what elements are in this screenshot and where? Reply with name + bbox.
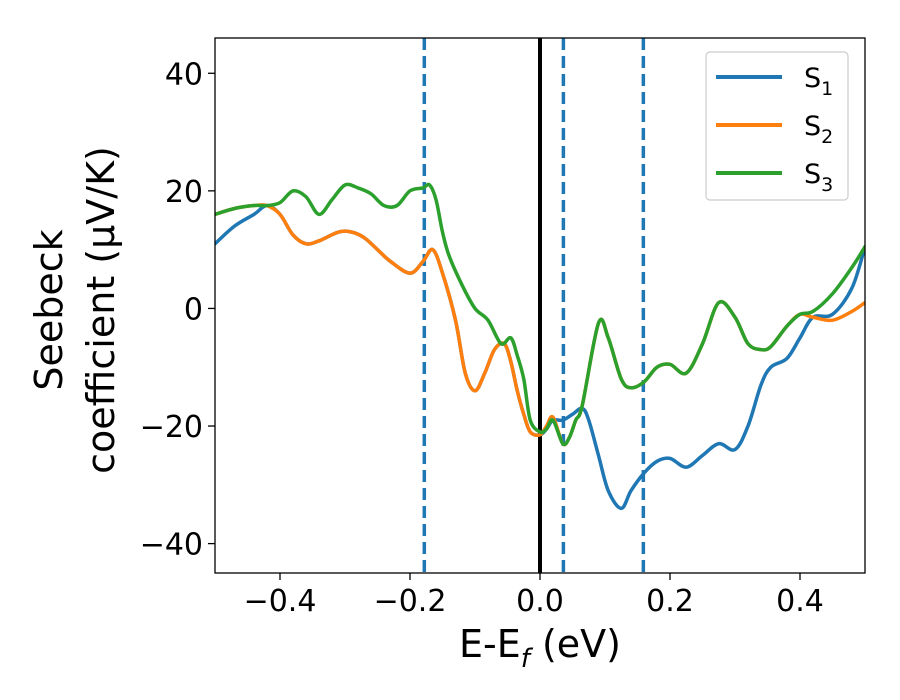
x-tick-label: 0.0 bbox=[516, 584, 564, 619]
legend-label-s1: S1 bbox=[804, 63, 833, 100]
x-axis-label: E-Ef (eV) bbox=[459, 622, 621, 674]
y-tick-label: −40 bbox=[140, 528, 203, 563]
x-axis-label-main: E-E bbox=[459, 622, 521, 666]
y-tick-label: −20 bbox=[140, 410, 203, 445]
series-lines bbox=[215, 182, 865, 511]
x-tick-label: 0.4 bbox=[776, 584, 824, 619]
legend-label-s2: S2 bbox=[804, 111, 833, 148]
x-axis-label-tail: (eV) bbox=[530, 622, 621, 666]
x-tick-label: 0.2 bbox=[646, 584, 694, 619]
y-tick-label: 40 bbox=[165, 57, 203, 92]
legend: S1 S2 S3 bbox=[705, 51, 849, 201]
series-line-s3 bbox=[215, 182, 865, 447]
reference-lines bbox=[422, 38, 646, 573]
y-tick-label: 0 bbox=[184, 292, 203, 327]
x-tick-label: −0.4 bbox=[244, 584, 317, 619]
legend-label-s3: S3 bbox=[804, 159, 833, 196]
y-axis-ticks: −40 −20 0 20 40 bbox=[140, 57, 215, 563]
y-axis-label: Seebeck coefficient (μV/K) bbox=[27, 146, 123, 474]
y-axis-label-line-2: coefficient (μV/K) bbox=[79, 146, 123, 474]
x-tick-label: −0.2 bbox=[374, 584, 447, 619]
x-axis-ticks: −0.4 −0.2 0.0 0.2 0.4 bbox=[244, 573, 824, 619]
y-axis-label-line-1: Seebeck bbox=[27, 229, 71, 390]
y-tick-label: 20 bbox=[165, 175, 203, 210]
